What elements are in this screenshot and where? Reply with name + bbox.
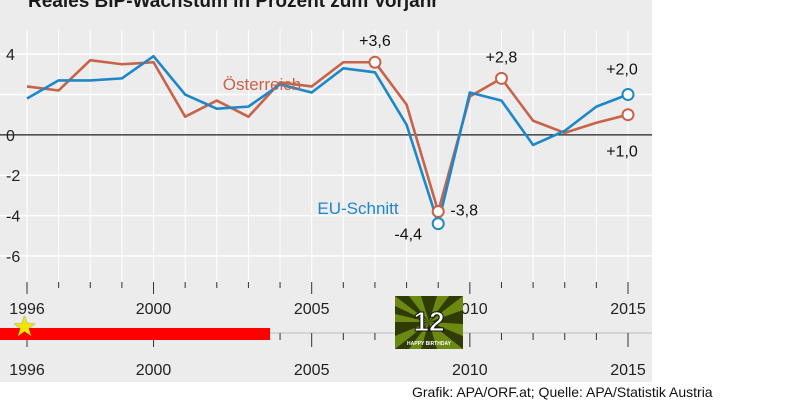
data-label: +1,0 xyxy=(606,144,638,161)
data-label: +2,8 xyxy=(486,49,518,66)
y-tick-label: 0 xyxy=(6,128,15,145)
data-label: +3,6 xyxy=(359,33,391,50)
star-icon: ★ xyxy=(12,311,38,342)
data-point-marker xyxy=(431,205,445,219)
y-tick-label: -6 xyxy=(6,249,20,266)
series-line-0 xyxy=(26,58,629,213)
gdp-line-chart: 4 0 -2 -4 -6 1996 2000 2005 2010 2015 +3,6 +2,8 -3,8… xyxy=(0,30,652,379)
badge-caption: HAPPY BIRTHDAY xyxy=(407,341,452,347)
timeline-tick-label: 2015 xyxy=(610,362,646,379)
y-tick-label: -4 xyxy=(6,209,20,226)
x-tick-label: 2015 xyxy=(610,301,646,318)
series-label-eu: EU-Schnitt xyxy=(317,199,399,218)
birthday-badge: 12 HAPPY BIRTHDAY xyxy=(395,296,463,349)
source-credit: Grafik: APA/ORF.at; Quelle: APA/Statisti… xyxy=(412,384,713,400)
x-tick-label: 1996 xyxy=(9,301,45,318)
data-point-marker xyxy=(368,55,382,69)
sunburst-graphic: 12 HAPPY BIRTHDAY xyxy=(395,296,463,349)
data-label: -3,8 xyxy=(450,203,478,220)
timeline-progress-bar xyxy=(0,328,271,340)
y-tick-label: -2 xyxy=(6,168,20,185)
series-label-oesterreich: Österreich xyxy=(223,75,301,94)
y-tick-label: 4 xyxy=(6,47,15,64)
timeline-tick-label: 2000 xyxy=(136,362,172,379)
series-line-1 xyxy=(26,54,629,225)
chart-title: Reales BIP-Wachstum in Prozent zum Vorja… xyxy=(28,0,439,12)
data-label: -4,4 xyxy=(394,227,422,244)
data-point-marker xyxy=(431,217,445,231)
data-point-marker xyxy=(621,108,635,122)
badge-number: 12 xyxy=(413,306,444,337)
timeline-tick-label: 2010 xyxy=(452,362,488,379)
x-tick-label: 2005 xyxy=(294,301,330,318)
timeline-tick-label: 1996 xyxy=(9,362,45,379)
data-label: +2,0 xyxy=(606,62,638,79)
data-point-marker xyxy=(621,88,635,102)
data-point-marker xyxy=(494,71,508,85)
timeline-tick-label: 2005 xyxy=(294,362,330,379)
x-tick-label: 2000 xyxy=(136,301,172,318)
